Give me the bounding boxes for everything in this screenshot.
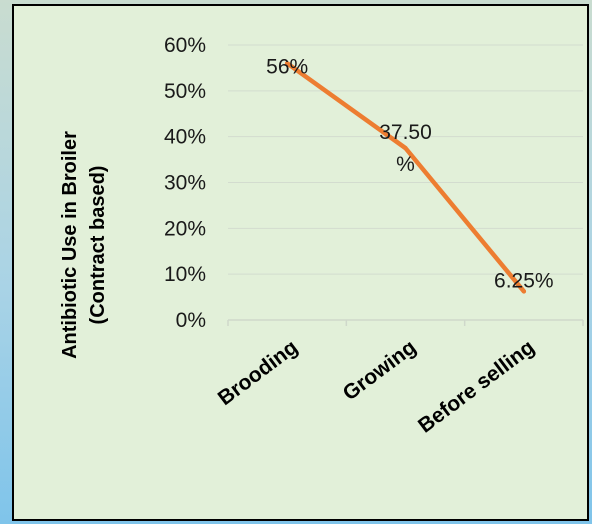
y-tick-label: 30%	[164, 172, 206, 195]
data-point	[285, 61, 290, 66]
data-label: 56%	[266, 55, 308, 78]
y-axis-title-line: (Contract based)	[87, 166, 109, 325]
data-label: 6.25%	[494, 269, 554, 292]
y-tick-label: 0%	[176, 309, 206, 332]
data-point	[403, 146, 408, 151]
series-line-path	[284, 61, 527, 294]
series-line	[284, 61, 527, 294]
y-tick-label: 40%	[164, 126, 206, 149]
y-axis-title-line: Antibiotic Use in Broiler	[59, 131, 81, 359]
category-label: Brooding	[214, 336, 302, 411]
y-tick-label: 60%	[164, 34, 206, 57]
category-label: Before selling	[414, 336, 539, 438]
y-tick-label: 20%	[164, 217, 206, 240]
y-tick-label: 10%	[164, 263, 206, 286]
gridlines	[228, 44, 583, 275]
category-label: Growing	[339, 336, 421, 406]
y-axis-title: Antibiotic Use in Broiler (Contract based…	[59, 131, 109, 359]
chart-frame	[12, 4, 589, 521]
y-tick-label: 50%	[164, 80, 206, 103]
y-tick-labels: 0% 10% 20% 30% 40% 50% 60%	[164, 34, 206, 332]
data-labels: 56% 37.50 % 6.25%	[266, 55, 553, 292]
data-point	[521, 289, 526, 294]
x-axis	[227, 319, 584, 326]
data-label: 37.50%	[379, 121, 432, 176]
